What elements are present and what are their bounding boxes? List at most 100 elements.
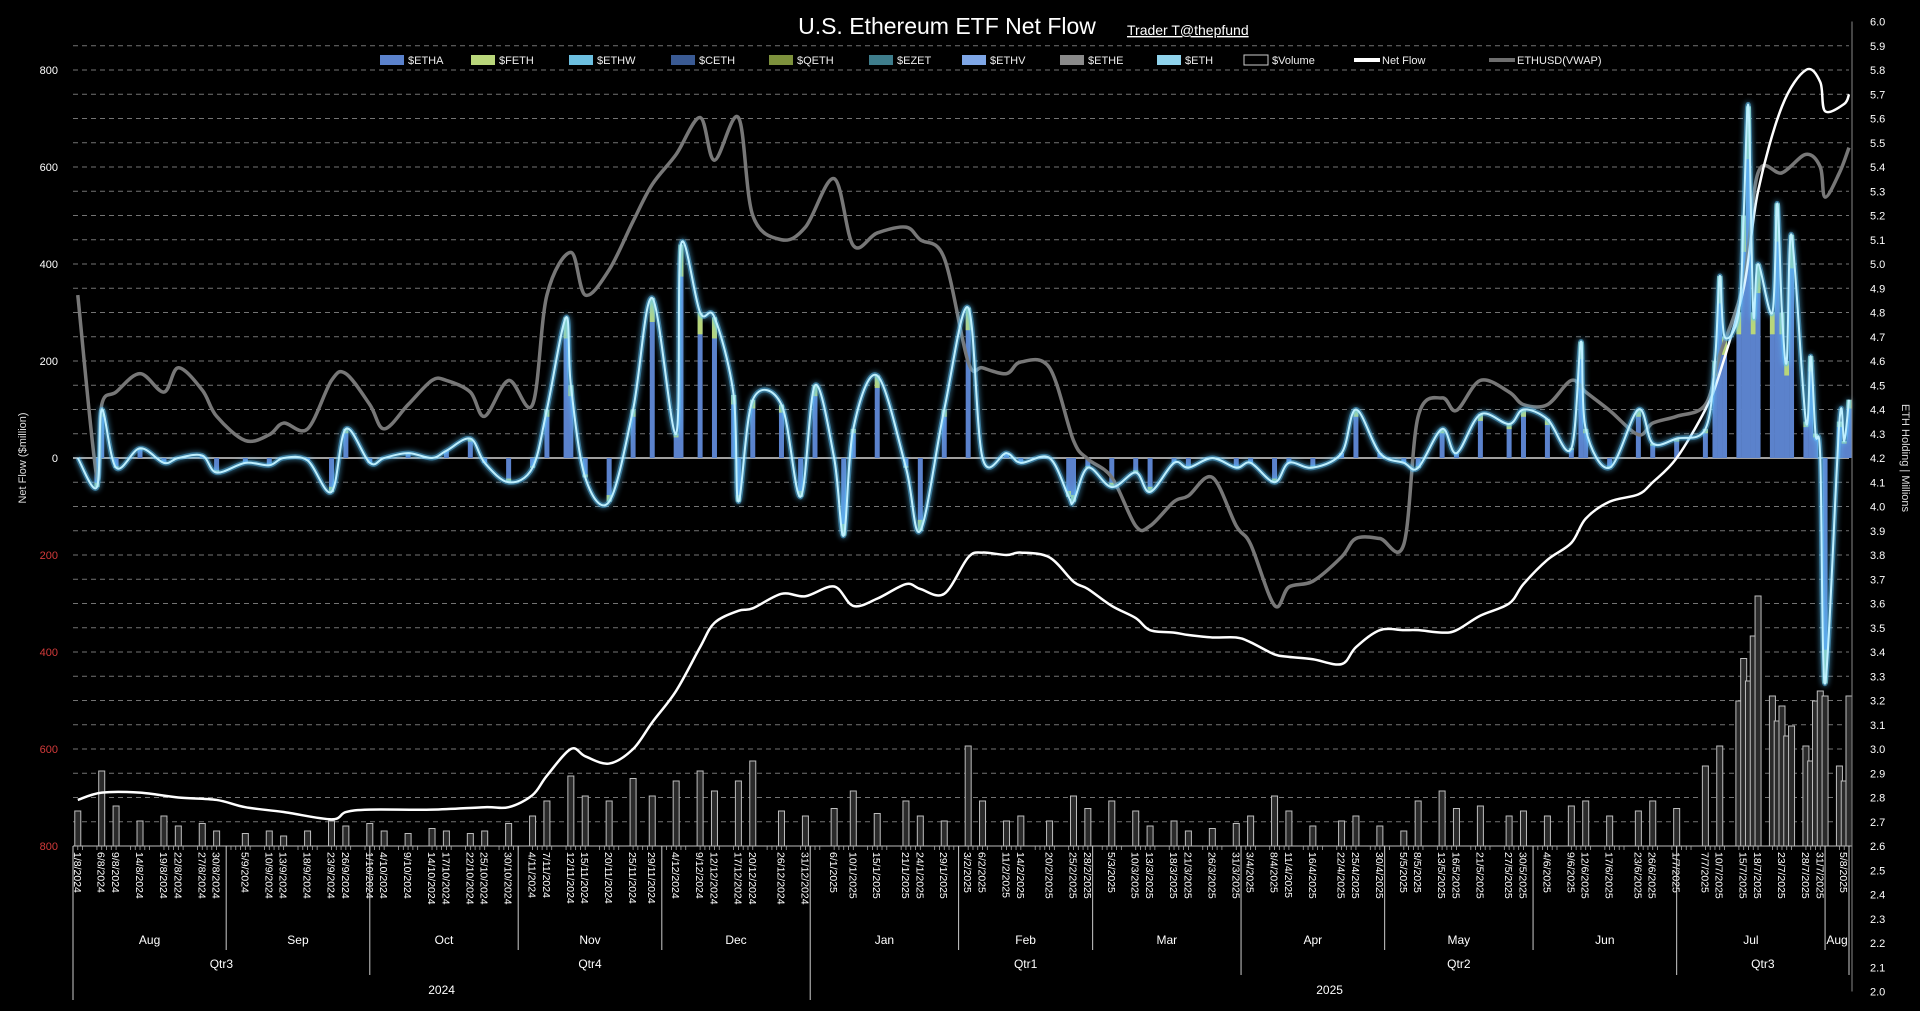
- legend-item-ethusdvwap[interactable]: ETHUSD(VWAP): [1489, 55, 1602, 67]
- right-axis-tick-label: 2.1: [1870, 962, 1885, 974]
- flow-bar: [1755, 264, 1761, 458]
- daily-flow-line: [76, 103, 1850, 685]
- volume-bar: [1438, 790, 1446, 847]
- flow-bar-feth-segment: [874, 375, 880, 388]
- left-axis-tick-label: 200: [40, 356, 58, 368]
- left-axis-tick-label: 600: [40, 162, 58, 174]
- right-axis-tick-label: 3.9: [1870, 526, 1885, 538]
- right-axis-tick-label: 2.9: [1870, 768, 1885, 780]
- volume-bar: [404, 833, 412, 847]
- x-tick-label: 4/10/2024: [377, 852, 389, 899]
- volume-bar: [629, 778, 637, 847]
- volume-bar: [328, 820, 336, 847]
- right-axis-tick-label: 2.7: [1870, 817, 1885, 829]
- x-tick-label: 31/7/2025: [1813, 852, 1825, 899]
- flow-bar: [1544, 419, 1550, 458]
- volume-bar: [213, 830, 221, 847]
- legend-swatch: [769, 55, 793, 65]
- x-tick-label: 10/7/2025: [1713, 852, 1725, 899]
- legend-item-etha[interactable]: $ETHA: [380, 55, 444, 67]
- right-axis-tick-label: 2.4: [1870, 890, 1885, 902]
- volume-bar: [136, 820, 144, 847]
- flow-bar: [917, 458, 923, 531]
- right-axis-tick-label: 4.2: [1870, 453, 1885, 465]
- flow-bar-feth-segment: [1635, 409, 1641, 417]
- legend-label: $ETHV: [990, 55, 1026, 67]
- volume-bar: [964, 745, 972, 847]
- x-tick-label: 23/7/2025: [1775, 852, 1787, 899]
- legend-item-ethv[interactable]: $ETHV: [962, 55, 1026, 67]
- legend-item-ethe[interactable]: $ETHE: [1060, 55, 1123, 67]
- x-tick-label: 21/1/2025: [899, 852, 911, 899]
- x-tick-label: 26/12/2024: [774, 852, 786, 905]
- right-axis-tick-label: 2.5: [1870, 865, 1885, 877]
- flow-bar: [1722, 336, 1728, 458]
- x-tick-label: 17/6/2025: [1603, 852, 1615, 899]
- flow-bar: [874, 375, 880, 458]
- x-tick-label: 14/10/2024: [425, 852, 437, 905]
- volume-bar: [366, 823, 374, 847]
- legend-item-ethw[interactable]: $ETHW: [569, 55, 636, 67]
- volume-bar: [442, 830, 450, 847]
- x-tick-label: 13/3/2025: [1143, 852, 1155, 899]
- x-tick-label: 12/12/2024: [707, 852, 719, 905]
- chart-subtitle[interactable]: Trader T@thepfund: [1127, 22, 1249, 38]
- right-axis-tick-label: 5.2: [1870, 211, 1885, 223]
- legend-item-qeth[interactable]: $QETH: [769, 55, 834, 67]
- month-label: Sep: [287, 933, 309, 947]
- volume-bar: [1845, 695, 1853, 847]
- legend-item-volume[interactable]: $Volume: [1243, 54, 1315, 67]
- volume-bar: [777, 810, 785, 847]
- x-tick-label: 1/8/2024: [71, 852, 83, 893]
- flow-bar: [1568, 448, 1574, 458]
- legend-item-feth[interactable]: $FETH: [471, 55, 534, 67]
- legend-label: $ETH: [1185, 55, 1213, 67]
- year-label: 2025: [1316, 983, 1343, 997]
- flow-bar: [778, 404, 784, 458]
- legend-item-eth[interactable]: $ETH: [1157, 55, 1213, 67]
- flow-bar-feth-segment: [1353, 409, 1359, 417]
- volume-bar: [1452, 808, 1460, 847]
- volume-bar: [1108, 800, 1116, 847]
- legend-swatch: [671, 55, 695, 65]
- legend-item-ezet[interactable]: $EZET: [869, 55, 932, 67]
- legend-item-ceth[interactable]: $CETH: [671, 55, 735, 67]
- x-tick-label: 9/12/2024: [693, 852, 705, 899]
- legend-label: $CETH: [699, 55, 735, 67]
- x-tick-label: 9/10/2024: [401, 852, 413, 899]
- x-tick-label: 26/6/2025: [1646, 852, 1658, 899]
- quarter-label: Qtr3: [1751, 957, 1775, 971]
- volume-bar: [672, 780, 680, 847]
- net-flow-holding-line: [77, 67, 1851, 821]
- flow-bar: [1583, 428, 1589, 458]
- volume-bar: [1543, 815, 1551, 847]
- volume-bar: [74, 810, 82, 847]
- flow-bar: [1085, 458, 1091, 468]
- legend-swatch: [1157, 55, 1181, 65]
- x-tick-label: 11/2/2025: [999, 852, 1011, 898]
- month-label: Feb: [1015, 933, 1036, 947]
- legend-swatch: [869, 55, 893, 65]
- x-tick-label: 19/8/2024: [157, 852, 169, 899]
- volume-bar: [1069, 795, 1077, 847]
- flow-bar: [1310, 458, 1316, 468]
- volume-bar: [1146, 825, 1154, 847]
- x-tick-label: 21/5/2025: [1473, 852, 1485, 899]
- right-axis-tick-label: 3.6: [1870, 599, 1885, 611]
- month-label: May: [1448, 933, 1471, 947]
- legend-item-netflow[interactable]: Net Flow: [1354, 55, 1425, 67]
- volume-bar: [174, 825, 182, 847]
- flow-bar: [711, 317, 717, 458]
- right-axis-tick-label: 4.9: [1870, 283, 1885, 295]
- right-axis-tick-label: 4.8: [1870, 308, 1885, 320]
- x-tick-label: 31/12/2024: [798, 852, 810, 905]
- flow-bar: [568, 385, 574, 458]
- volume-bar: [1788, 725, 1796, 847]
- volume-bar: [1649, 800, 1657, 847]
- x-tick-label: 15/1/2025: [870, 852, 882, 899]
- legend-swatch: [1489, 58, 1515, 62]
- volume-bar: [1400, 830, 1408, 847]
- right-axis-tick-label: 6.0: [1870, 17, 1885, 29]
- volume-bar: [710, 790, 718, 847]
